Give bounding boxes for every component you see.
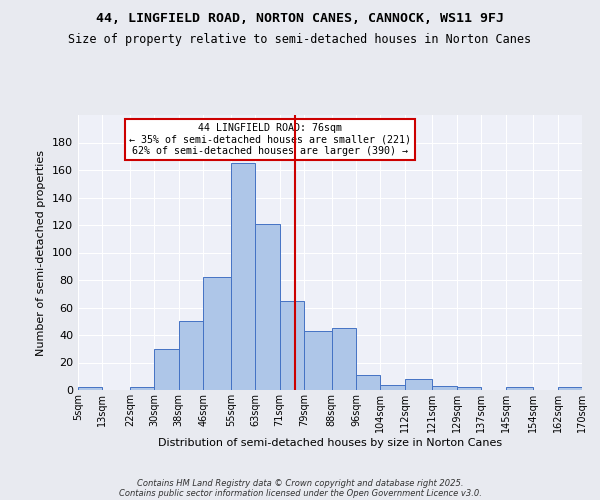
Bar — [179, 322, 203, 390]
Bar — [356, 375, 380, 390]
Bar — [203, 277, 231, 390]
Y-axis label: Number of semi-detached properties: Number of semi-detached properties — [37, 150, 46, 356]
Bar — [557, 387, 582, 390]
Bar — [457, 387, 481, 390]
Bar — [280, 300, 304, 390]
Bar — [255, 224, 280, 390]
Text: 44, LINGFIELD ROAD, NORTON CANES, CANNOCK, WS11 9FJ: 44, LINGFIELD ROAD, NORTON CANES, CANNOC… — [96, 12, 504, 26]
Bar — [405, 379, 433, 390]
Bar — [506, 387, 533, 390]
Bar — [78, 387, 103, 390]
Text: Contains HM Land Registry data © Crown copyright and database right 2025.: Contains HM Land Registry data © Crown c… — [137, 478, 463, 488]
Bar — [380, 384, 405, 390]
Bar — [304, 331, 332, 390]
Bar — [130, 387, 154, 390]
Text: 44 LINGFIELD ROAD: 76sqm
← 35% of semi-detached houses are smaller (221)
62% of : 44 LINGFIELD ROAD: 76sqm ← 35% of semi-d… — [128, 123, 410, 156]
X-axis label: Distribution of semi-detached houses by size in Norton Canes: Distribution of semi-detached houses by … — [158, 438, 502, 448]
Bar — [433, 386, 457, 390]
Text: Contains public sector information licensed under the Open Government Licence v3: Contains public sector information licen… — [119, 488, 481, 498]
Bar — [231, 163, 255, 390]
Text: Size of property relative to semi-detached houses in Norton Canes: Size of property relative to semi-detach… — [68, 32, 532, 46]
Bar — [154, 349, 179, 390]
Bar — [332, 328, 356, 390]
